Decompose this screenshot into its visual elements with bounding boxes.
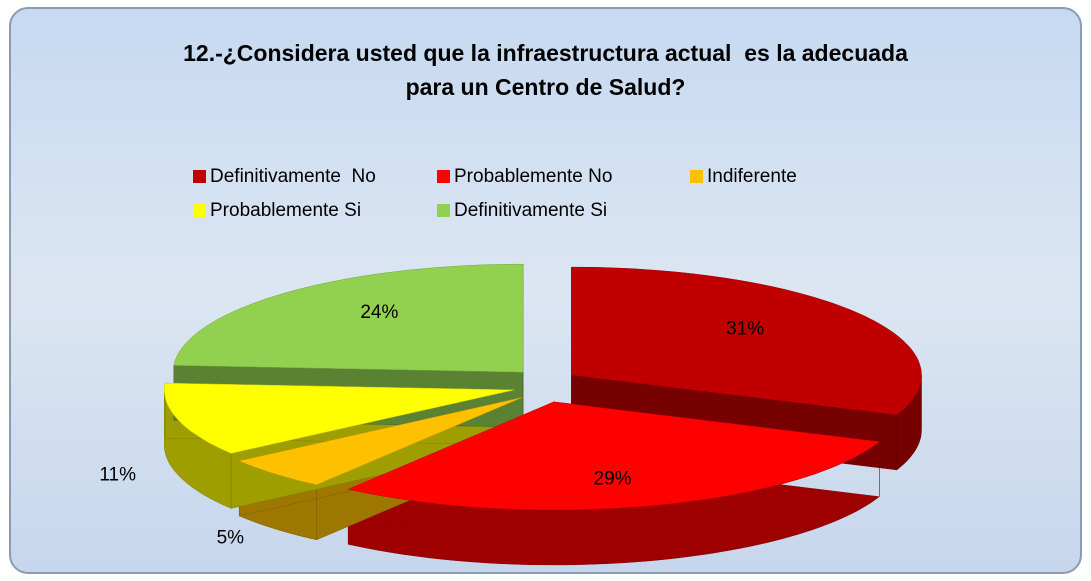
legend-label: Definitivamente Si <box>454 200 607 221</box>
legend-swatch <box>437 204 450 217</box>
data-label: 29% <box>594 469 632 490</box>
legend-label: Probablemente Si <box>210 200 361 221</box>
slice <box>173 263 524 373</box>
chart-title: 12.-¿Considera usted que la infraestruct… <box>183 40 908 100</box>
legend-label: Indiferente <box>707 166 797 187</box>
legend-swatch <box>690 170 703 183</box>
legend-swatch <box>437 170 450 183</box>
slice <box>347 401 880 511</box>
legend-label: Probablemente No <box>454 166 612 187</box>
legend-swatch <box>193 204 206 217</box>
legend-swatch <box>193 170 206 183</box>
data-label: 5% <box>217 528 245 549</box>
slice <box>571 266 922 416</box>
data-label: 31% <box>726 319 764 340</box>
slice <box>238 397 523 486</box>
pie: 31% 29% 5% 11% 24% <box>99 263 922 566</box>
legend-label: Definitivamente No <box>210 166 376 187</box>
legend: Definitivamente No Probablemente No Indife… <box>193 166 797 221</box>
slice <box>164 382 515 454</box>
data-label: 11% <box>99 465 136 486</box>
data-label: 24% <box>360 302 398 323</box>
